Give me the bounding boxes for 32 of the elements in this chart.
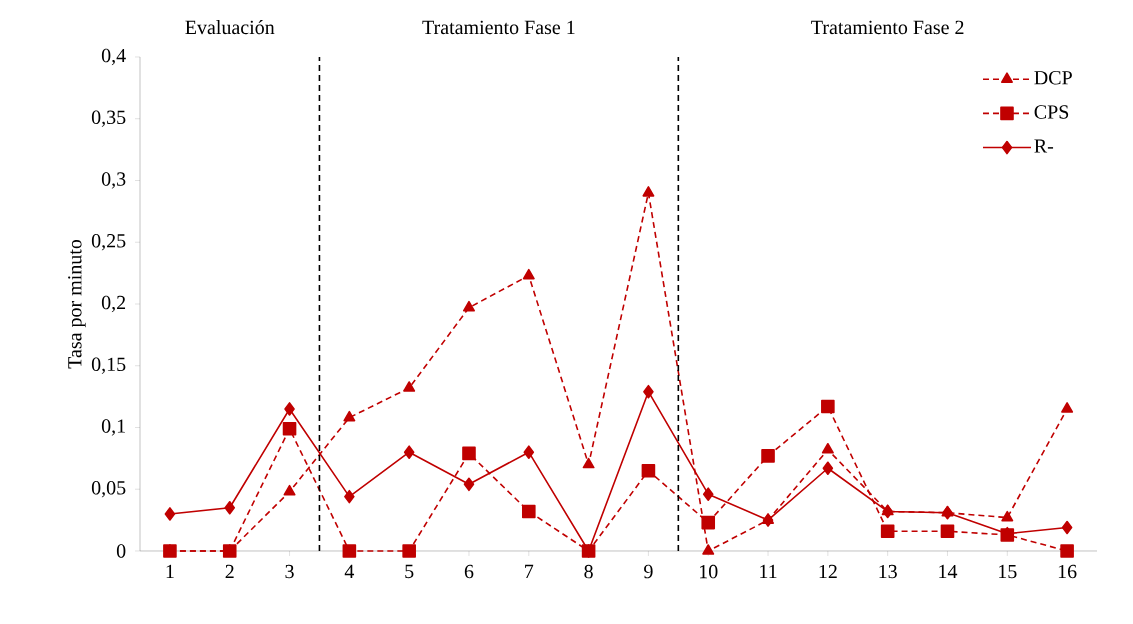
legend-label: CPS [1034,105,1069,119]
x-tick-label: 7 [525,564,534,578]
y-tick-label: 0,3 [101,172,126,189]
x-tick-label: 8 [584,564,593,579]
y-tick-label: 0,4 [101,48,126,66]
y-tick-label: 0,2 [101,295,126,313]
x-tick-label: 16 [1058,564,1077,579]
y-tick-label: 0,05 [91,481,126,498]
text: Evaluación [185,20,275,35]
x-tick-label: 2 [225,564,234,579]
x-tick-label: 10 [700,564,718,579]
x-tick-label: 1 [166,564,174,579]
legend-label: DCP [1034,71,1072,85]
x-tick-label: 3 [285,564,294,579]
y-tick-label: 0 [116,544,126,558]
x-tick-label: 11 [760,564,777,579]
x-tick-label: 9 [644,564,653,579]
x-tick-label: 6 [464,564,474,579]
y-tick-label: 0,35 [91,110,126,127]
y-tick-label: 0,1 [101,419,125,436]
x-tick-label: 5 [405,564,414,579]
y-tick-label: 0,15 [91,357,126,374]
text: Tratamiento Fase 2 [811,20,964,35]
x-tick-label: 13 [879,564,897,579]
y-axis-title: Tasa por minuto [68,239,86,369]
y-tick-label: 0,25 [91,234,126,251]
x-tick-label: 12 [819,564,837,579]
x-tick-label: 4 [344,564,355,579]
text: Tratamiento Fase 1 [422,20,575,35]
legend-label: R- [1034,139,1054,153]
x-tick-label: 15 [999,564,1017,579]
x-tick-label: 14 [939,564,958,579]
